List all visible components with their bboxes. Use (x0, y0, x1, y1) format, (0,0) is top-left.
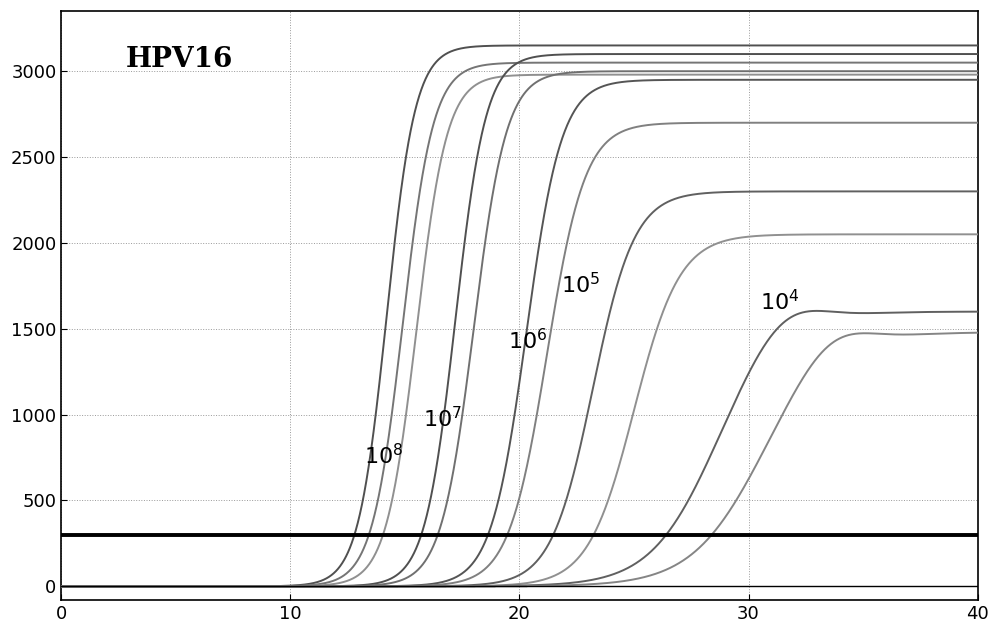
Text: HPV16: HPV16 (126, 46, 233, 74)
Text: $10^7$: $10^7$ (423, 406, 462, 432)
Text: $10^6$: $10^6$ (508, 329, 547, 354)
Text: $10^5$: $10^5$ (561, 273, 600, 298)
Text: $10^8$: $10^8$ (364, 444, 403, 470)
Text: $10^4$: $10^4$ (760, 290, 799, 315)
